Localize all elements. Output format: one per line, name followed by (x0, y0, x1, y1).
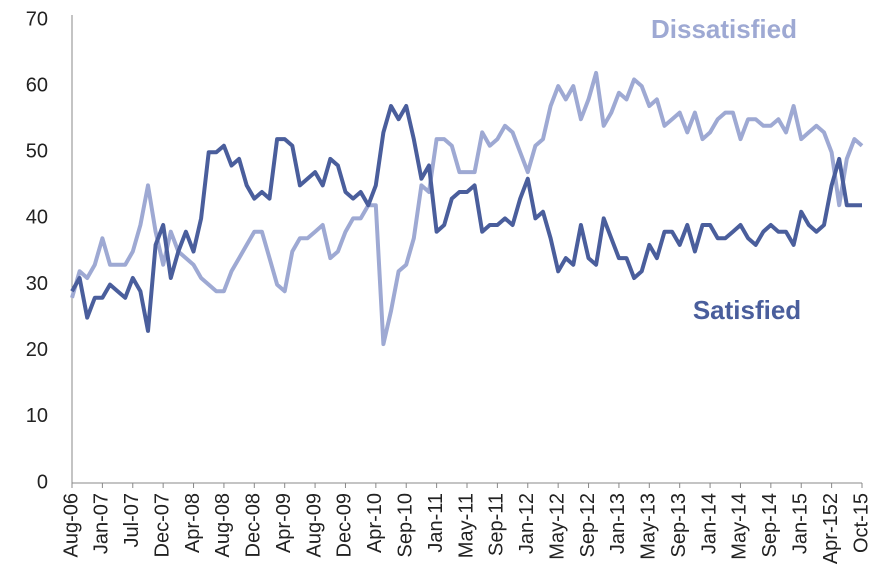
x-tick-label: Sep-14 (759, 493, 781, 558)
x-tick-label: Sep-13 (668, 493, 690, 558)
x-tick-label: Jan-07 (91, 493, 113, 554)
x-tick-label: Aug-06 (60, 493, 82, 558)
x-tick-label: Dec-07 (151, 493, 173, 557)
x-tick-label: May-14 (729, 493, 751, 560)
x-tick-label: Jul-07 (121, 493, 143, 547)
x-tick-label: May-13 (638, 493, 660, 560)
x-tick-label: Sep-10 (395, 493, 417, 558)
y-tick-label: 60 (26, 74, 48, 96)
x-tick-label: Apr-10 (364, 493, 386, 553)
y-tick-label: 20 (26, 339, 48, 361)
y-tick-label: 10 (26, 405, 48, 427)
x-tick-label: Apr-09 (273, 493, 295, 553)
x-tick-label: Sep-11 (486, 493, 508, 556)
x-tick-label: Aug-08 (212, 493, 234, 558)
y-tick-label: 70 (26, 8, 48, 30)
x-tick-label: Sep-12 (577, 493, 599, 558)
x-tick-label: Jan-15 (790, 493, 812, 554)
x-tick-label: Aug-09 (303, 493, 325, 558)
x-tick-label: Apr-152 (820, 493, 842, 564)
x-tick-label: Jan-14 (698, 493, 720, 554)
x-tick-label: Jan-11 (425, 493, 447, 553)
x-tick-label: Oct-15 (850, 493, 872, 553)
series-label: Satisfied (693, 295, 801, 325)
series-line (70, 104, 862, 333)
y-tick-label: 50 (26, 141, 48, 163)
y-tick-label: 30 (26, 273, 48, 295)
x-tick-label: Jan-12 (516, 493, 538, 554)
x-tick-label: May-12 (546, 493, 568, 560)
x-tick-label: May-11 (455, 493, 477, 558)
series-label: Dissatisfied (651, 14, 797, 44)
x-tick-label: Jan-13 (607, 493, 629, 554)
y-tick-label: 0 (37, 471, 48, 493)
y-tick-label: 40 (26, 207, 48, 229)
x-tick-label: Apr-08 (182, 493, 204, 553)
x-tick-label: Dec-08 (243, 493, 265, 557)
series-line (70, 70, 864, 347)
x-tick-label: Dec-09 (334, 493, 356, 557)
